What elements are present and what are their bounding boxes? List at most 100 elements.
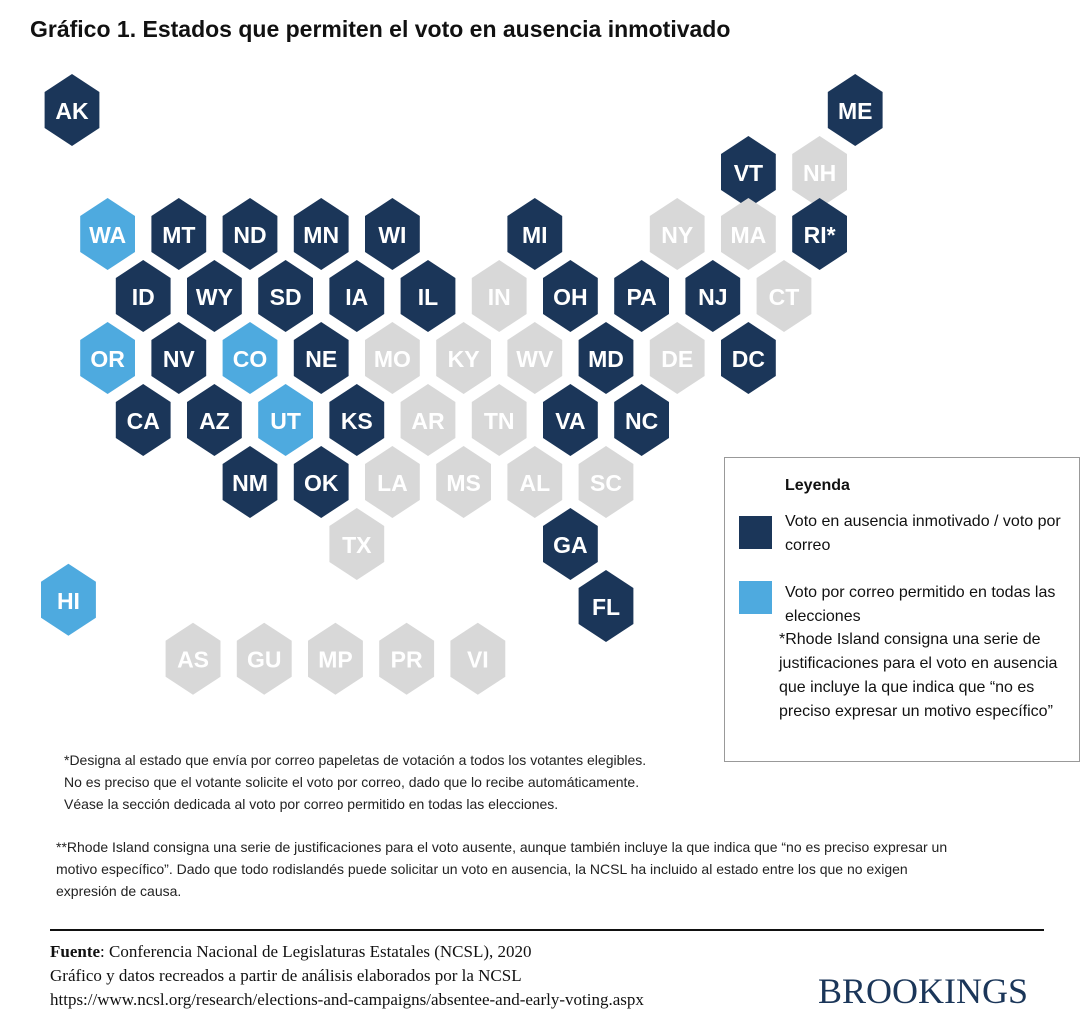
hex-shape (222, 446, 278, 518)
source-url[interactable]: https://www.ncsl.org/research/elections-… (50, 990, 644, 1009)
hex-shape (792, 136, 847, 208)
hex-label: MI (522, 222, 548, 248)
hex-shape (187, 384, 242, 456)
hex-shape (293, 322, 349, 394)
hex-shape (258, 260, 313, 332)
hex-label: GA (553, 532, 588, 558)
footnote-1: *Designa al estado que envía por correo … (64, 752, 647, 812)
hex-ms: MS (436, 446, 491, 518)
hex-il: IL (400, 260, 456, 332)
hex-la: LA (365, 446, 420, 518)
hex-label: DC (732, 346, 765, 372)
hex-nd: ND (222, 198, 278, 270)
legend-swatch-absentee (739, 516, 772, 549)
hex-co: CO (222, 322, 278, 394)
hex-shape (649, 198, 705, 270)
hex-ia: IA (329, 260, 385, 332)
hex-shape (308, 622, 363, 695)
hex-ky: KY (436, 322, 491, 394)
hex-label: MP (318, 647, 353, 673)
hex-dc: DC (721, 322, 776, 394)
hex-shape (436, 446, 491, 518)
hex-as: AS (165, 622, 221, 695)
hex-mi: MI (507, 198, 563, 270)
hex-label: KS (341, 408, 373, 434)
hex-ks: KS (329, 384, 385, 456)
hex-shape (151, 322, 207, 394)
hex-nv: NV (151, 322, 207, 394)
hex-shape (543, 260, 598, 332)
hex-label: CA (127, 408, 160, 434)
chart-title: Gráfico 1. Estados que permiten el voto … (30, 16, 731, 42)
hex-label: MA (731, 222, 767, 248)
hex-shape (329, 384, 385, 456)
hex-shape (827, 74, 883, 146)
hex-vi: VI (450, 622, 506, 695)
hex-shape (543, 384, 598, 456)
hex-shape (471, 384, 527, 456)
brookings-logo: BROOKINGS (818, 971, 1029, 1011)
hex-map: AK ME VT NH WA MT ND MN WI MI NY MA RI* ID WY SD IA IL IN O… (41, 74, 883, 695)
hex-shape (44, 74, 100, 146)
hex-shape (400, 384, 456, 456)
hex-label: WY (196, 284, 233, 310)
hex-label: GU (247, 647, 282, 673)
hex-shape (507, 198, 563, 270)
hex-al: AL (507, 446, 563, 518)
hex-shape (792, 198, 847, 270)
hex-shape (756, 260, 812, 332)
hex-shape (450, 622, 506, 695)
hex-shape (471, 260, 527, 332)
hex-label: HI (57, 588, 80, 614)
legend-note: *Rhode Island consigna una serie de just… (779, 631, 1058, 720)
hex-shape (578, 322, 634, 394)
hex-label: RI* (804, 222, 836, 248)
hex-shape (507, 322, 563, 394)
hex-shape (293, 446, 349, 518)
hex-shape (115, 384, 171, 456)
hex-label: LA (377, 470, 408, 496)
hex-sd: SD (258, 260, 313, 332)
hex-label: MO (374, 346, 411, 372)
hex-shape (222, 198, 278, 270)
hex-label: MD (588, 346, 624, 372)
hex-mp: MP (308, 622, 363, 695)
hex-label: ID (132, 284, 155, 310)
hex-ar: AR (400, 384, 456, 456)
hex-label: FL (592, 594, 620, 620)
source-label: Fuente (50, 942, 101, 961)
hex-pr: PR (379, 622, 435, 695)
hex-shape (365, 322, 420, 394)
hex-nm: NM (222, 446, 278, 518)
hex-label: CT (769, 284, 800, 310)
hex-label: TN (484, 408, 515, 434)
hex-label: NC (625, 408, 658, 434)
hex-sc: SC (578, 446, 634, 518)
hex-ak: AK (44, 74, 100, 146)
hex-mn: MN (293, 198, 349, 270)
hex-label: AZ (199, 408, 230, 434)
hex-shape (80, 322, 135, 394)
hex-shape (685, 260, 741, 332)
hex-shape (165, 622, 221, 695)
hex-shape (578, 570, 634, 642)
hex-shape (400, 260, 456, 332)
hex-in: IN (471, 260, 527, 332)
hex-shape (365, 198, 420, 270)
hex-label: NJ (698, 284, 727, 310)
hex-hi: HI (41, 563, 96, 636)
hex-shape (578, 446, 634, 518)
hex-ca: CA (115, 384, 171, 456)
hex-label: NH (803, 160, 836, 186)
hex-shape (329, 260, 385, 332)
hex-label: KY (448, 346, 480, 372)
hex-label: OK (304, 470, 339, 496)
hex-mo: MO (365, 322, 420, 394)
hex-label: MT (162, 222, 195, 248)
hex-ct: CT (756, 260, 812, 332)
hex-label: NY (661, 222, 693, 248)
hex-md: MD (578, 322, 634, 394)
hex-ma: MA (721, 198, 776, 270)
footnote-2: **Rhode Island consigna una serie de jus… (56, 839, 948, 899)
hex-label: CO (233, 346, 268, 372)
